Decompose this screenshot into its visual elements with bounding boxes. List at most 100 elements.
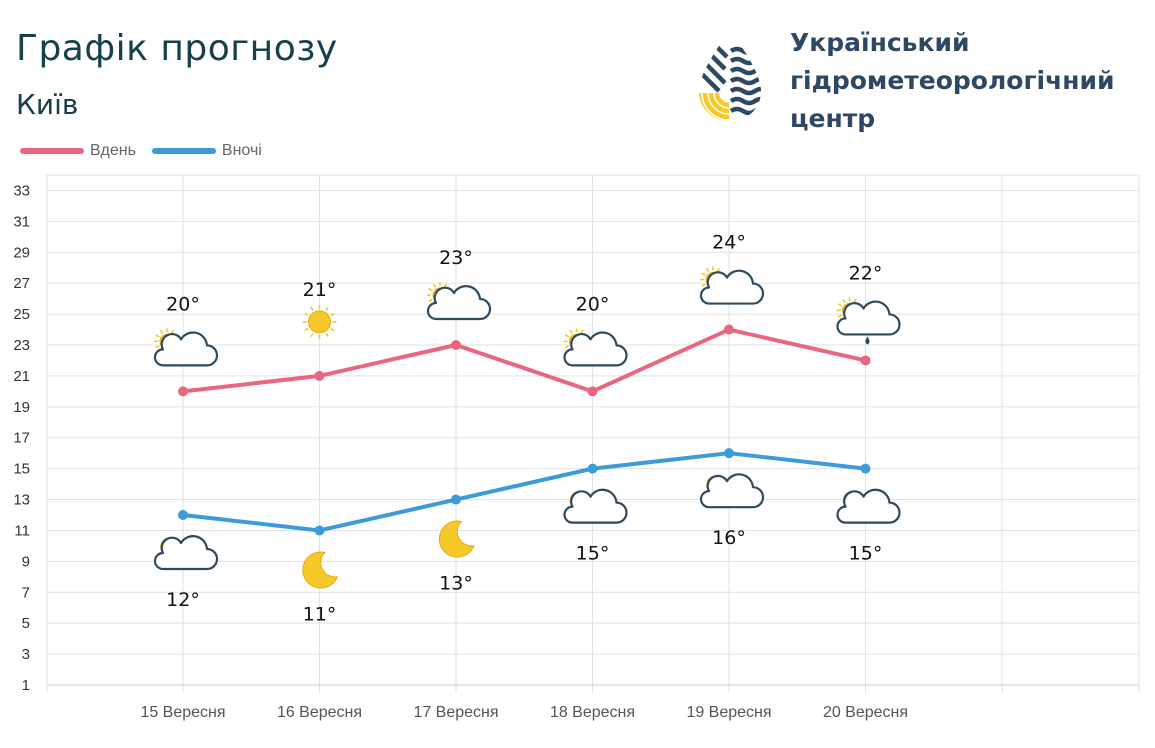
data-point-day [724, 324, 734, 335]
moon-icon [438, 520, 475, 558]
data-point-night [587, 463, 598, 474]
data-point-night [451, 494, 461, 505]
sun-ray [701, 272, 706, 276]
sun-ray [310, 306, 314, 312]
sun-icon [302, 304, 337, 339]
cloud-shape [699, 269, 765, 305]
sun-ray [330, 312, 335, 317]
logo-line-3: центр [790, 104, 876, 133]
data-point-day [178, 386, 188, 397]
chart-legend: Вдень Вночі [20, 140, 278, 162]
y-tick-label: 11 [14, 522, 30, 539]
sun-ray [325, 306, 329, 312]
sun-ray [304, 312, 309, 317]
partly-cloudy-rain-icon [836, 297, 901, 345]
data-point-night [860, 463, 871, 474]
sun-ray [842, 298, 846, 304]
data-point-day [587, 386, 598, 397]
logo-text: Український гідрометеорологічний центр [790, 24, 1115, 138]
y-tick-label: 25 [13, 306, 30, 323]
sun-ray [837, 303, 843, 307]
sun-disc [308, 310, 331, 334]
data-label-day: 21° [303, 279, 337, 301]
sun-ray [564, 345, 570, 349]
page-title: Графік прогнозу [16, 28, 338, 69]
data-label-day: 24° [712, 232, 746, 254]
moon-cloud-icon [699, 473, 765, 509]
data-point-day [314, 370, 325, 381]
legend-swatch-day [20, 148, 84, 154]
y-tick-label: 3 [22, 646, 30, 663]
sun-ray [837, 314, 843, 318]
cloud-shape [836, 488, 901, 524]
y-tick-label: 7 [22, 584, 30, 601]
cloud-shape [563, 331, 628, 367]
y-tick-label: 15 [13, 461, 30, 478]
data-point-day [860, 355, 871, 366]
y-tick-label: 5 [22, 615, 30, 632]
y-tick-label: 29 [13, 244, 30, 261]
moon-icon [302, 551, 339, 589]
legend-item-day[interactable]: Вдень [20, 142, 136, 160]
moon-shape [438, 520, 475, 558]
data-label-night: 15° [849, 543, 883, 565]
logo-line-1: Український [790, 28, 970, 57]
x-tick-label: 17 Вересня [413, 704, 498, 721]
data-label-day: 20° [166, 293, 200, 315]
city-name: Київ [16, 88, 79, 121]
sun-ray [330, 327, 335, 332]
series-line-day [182, 327, 866, 394]
cloud-shape [153, 535, 219, 571]
data-point-night [724, 448, 734, 459]
y-tick-label: 17 [13, 430, 30, 447]
moon-cloud-icon [153, 535, 219, 571]
partly-cloudy-icon [426, 282, 492, 321]
sun-ray [705, 267, 710, 273]
legend-label-night: Вночі [221, 142, 262, 159]
sun-ray [428, 298, 433, 303]
data-label-night: 16° [712, 527, 746, 549]
x-tick-label: 16 Вересня [277, 704, 362, 721]
partly-cloudy-icon [153, 328, 219, 367]
y-tick-label: 27 [13, 275, 30, 292]
y-tick-label: 21 [13, 368, 30, 385]
rain-drop [865, 336, 870, 345]
data-label-day: 22° [849, 262, 883, 284]
moon-cloud-icon [563, 488, 628, 524]
x-tick-label: 20 Вересня [823, 704, 908, 721]
sun-ray [304, 327, 309, 332]
y-tick-label: 1 [22, 677, 30, 694]
sun-ray [564, 334, 570, 338]
sun-ray [428, 287, 433, 292]
data-label-day: 23° [439, 247, 473, 269]
data-label-night: 13° [439, 573, 473, 595]
y-tick-label: 31 [13, 213, 30, 230]
y-tick-label: 13 [13, 492, 30, 509]
logo-line-2: гідрометеорологічний [790, 66, 1115, 95]
moon-cloud-icon [836, 488, 901, 524]
sun-ray [155, 345, 160, 349]
sun-ray [701, 283, 706, 287]
moon-shape [302, 551, 339, 589]
x-tick-label: 19 Вересня [686, 704, 771, 721]
sun-ray [325, 332, 329, 338]
legend-item-night[interactable]: Вночі [151, 142, 262, 160]
ugmc-logo: Український гідрометеорологічний центр [695, 24, 1145, 133]
cloud-shape [153, 331, 219, 367]
sun-ray [569, 329, 573, 334]
sun-ray [310, 332, 314, 338]
partly-cloudy-icon [563, 328, 628, 367]
chart-grid [46, 174, 1140, 693]
y-tick-label: 9 [22, 553, 30, 570]
cloud-shape [563, 488, 628, 524]
sun-ray [155, 334, 160, 338]
sun-ray [432, 283, 437, 288]
data-point-night [178, 510, 188, 520]
data-label-night: 15° [576, 543, 610, 565]
cloud-shape [699, 473, 765, 509]
x-tick-label: 18 Вересня [550, 704, 635, 721]
sun-ray [159, 329, 164, 334]
water-drop-logo-icon [699, 31, 761, 121]
data-label-night: 12° [166, 589, 200, 611]
